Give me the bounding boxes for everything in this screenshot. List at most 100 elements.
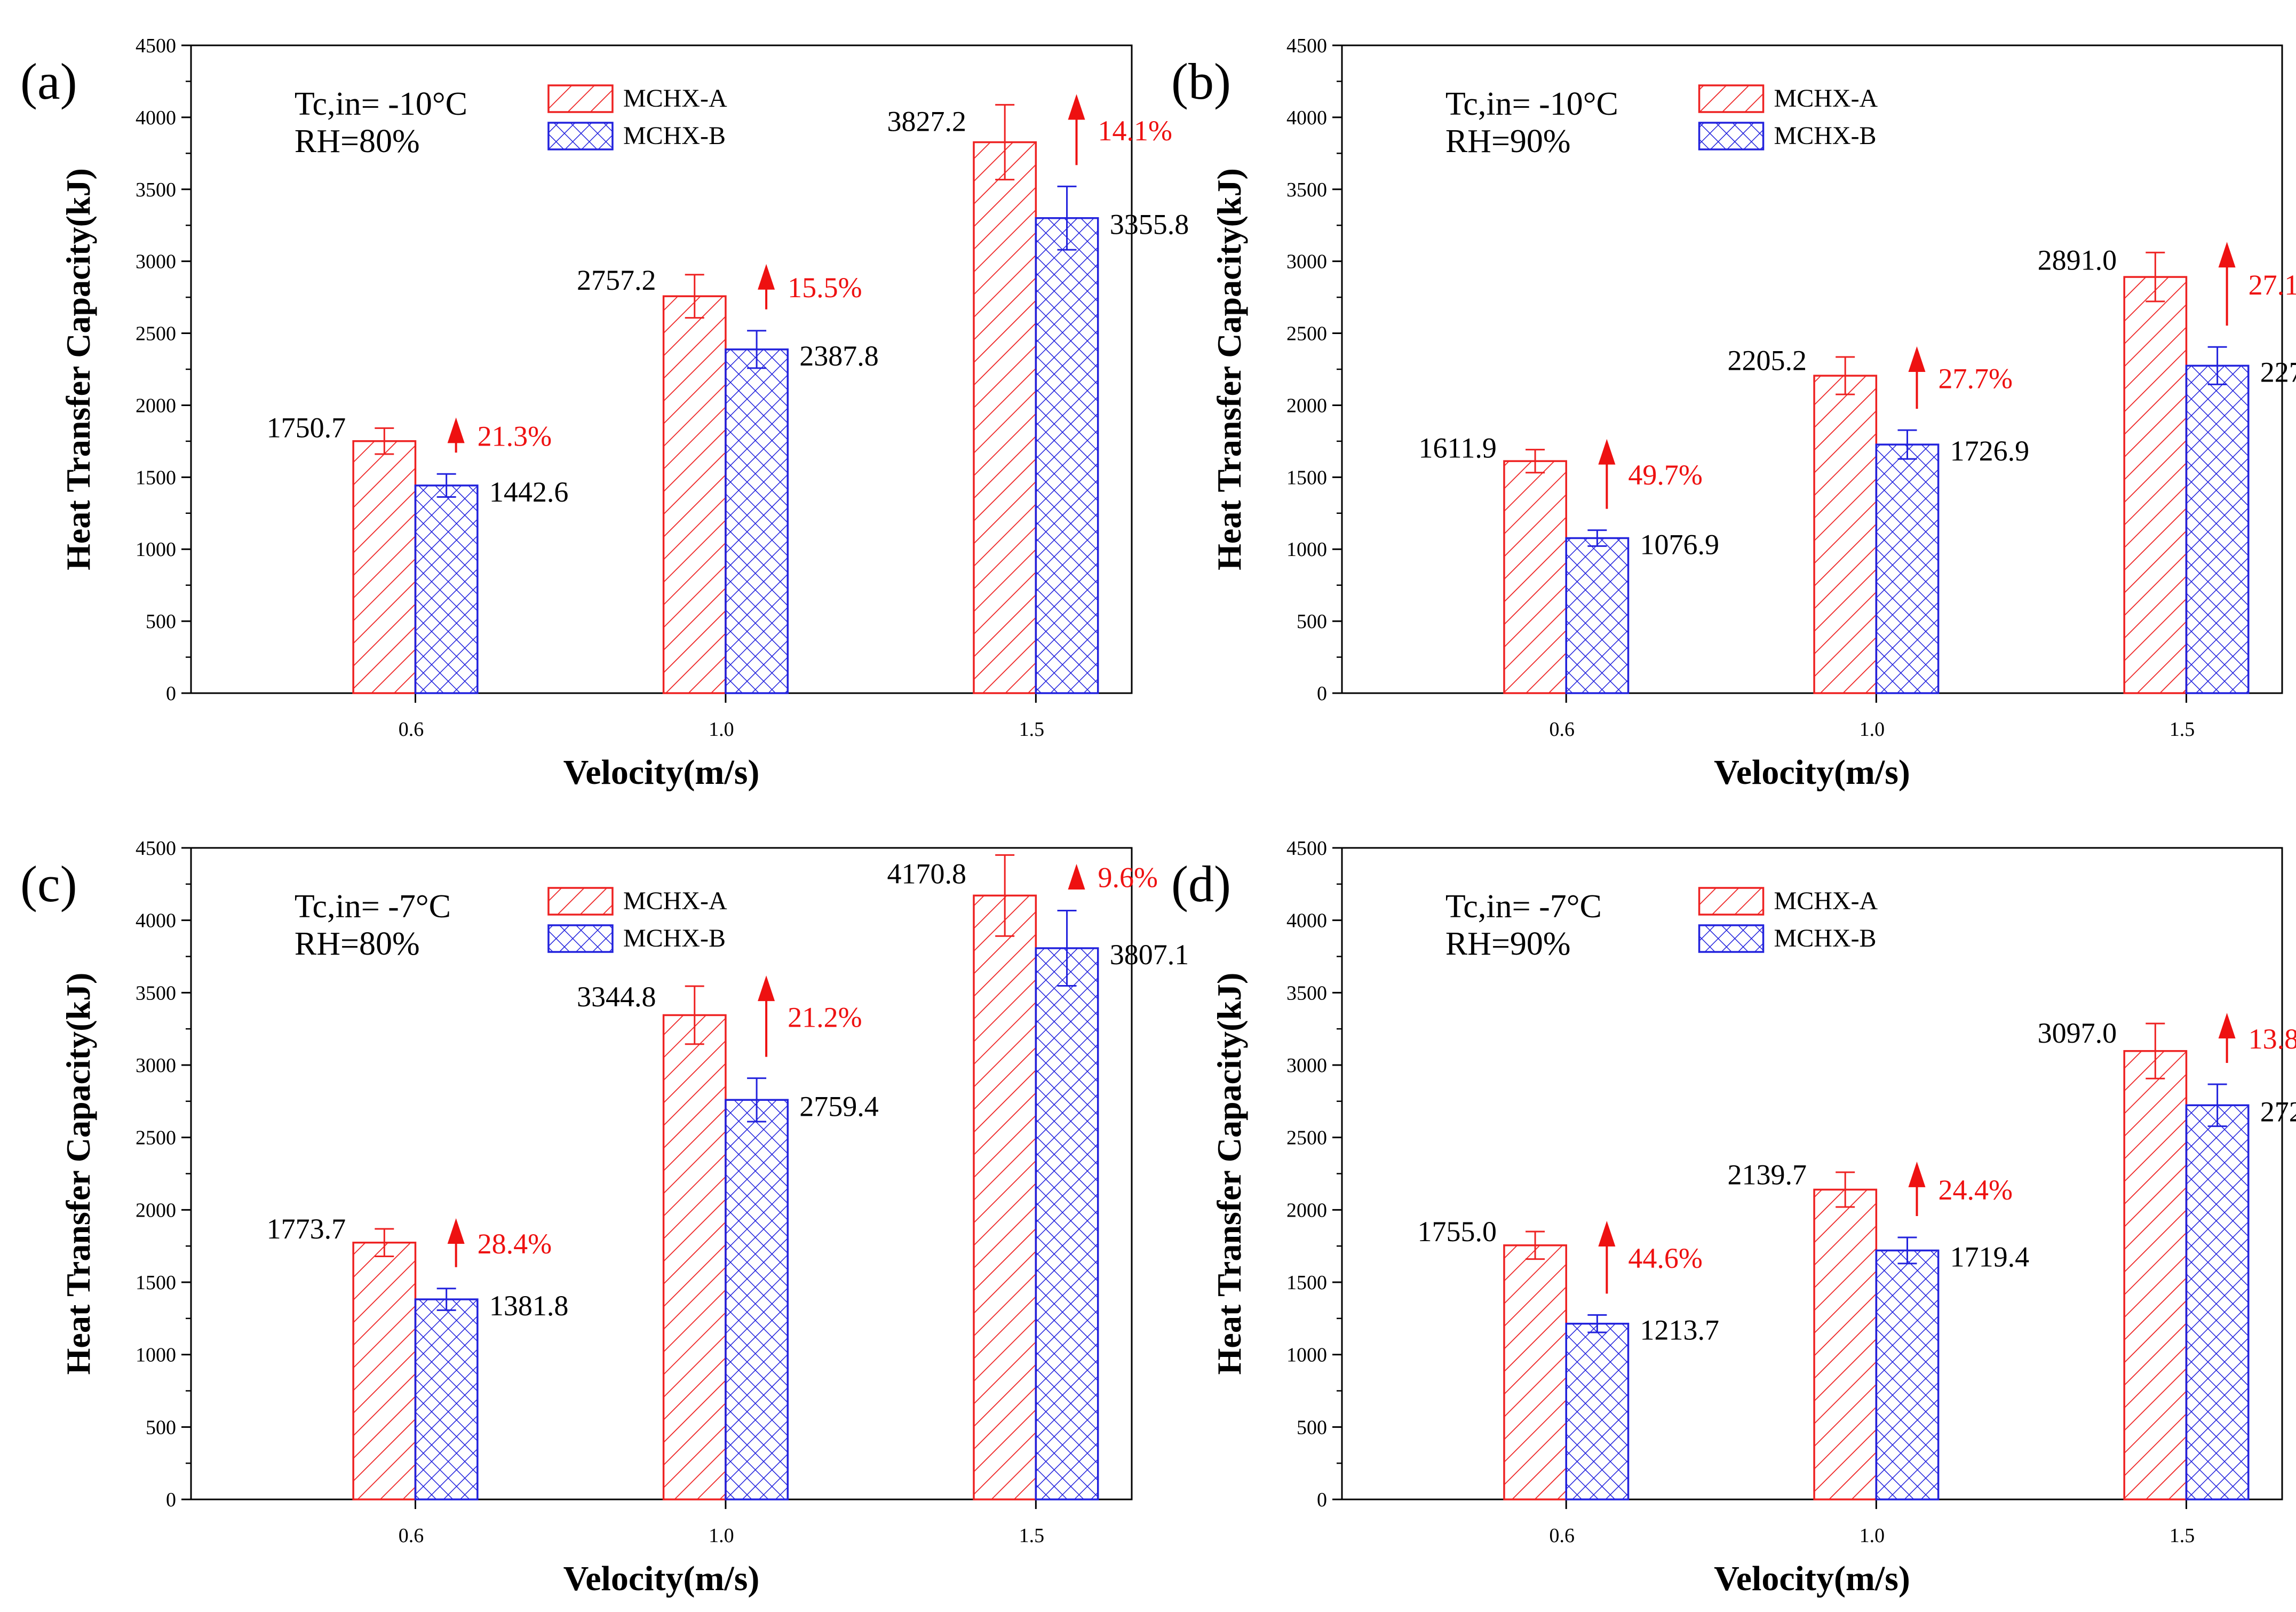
condition-temperature: Tc,in= -10°C [1445, 86, 1618, 122]
legend-label-mchx-a: MCHX-A [1774, 84, 1878, 113]
y-tick-label: 500 [146, 610, 176, 633]
y-tick-label: 2500 [1286, 323, 1327, 345]
y-tick-label: 1500 [136, 1272, 176, 1294]
increase-label: 15.5% [788, 272, 862, 304]
y-tick-label: 3500 [136, 179, 176, 201]
bar-mchx-a-2 [662, 1014, 727, 1500]
y-tick-label: 1000 [136, 1344, 176, 1367]
condition-humidity: RH=90% [1445, 926, 1571, 962]
increase-arrow-head [447, 1218, 465, 1244]
value-label-mchx-a: 3827.2 [887, 105, 966, 137]
condition-humidity: RH=80% [295, 926, 420, 962]
value-label-mchx-b: 2759.4 [799, 1090, 879, 1122]
increase-arrow-head [1598, 439, 1616, 465]
legend-swatch-mchx-a [1698, 84, 1765, 113]
increase-arrow-head [1908, 1161, 1926, 1187]
value-label-mchx-a: 2891.0 [2038, 244, 2117, 276]
bar-mchx-b-2 [1875, 1249, 1940, 1500]
y-tick-label: 4500 [136, 35, 176, 57]
bar-mchx-b-1 [414, 485, 479, 694]
y-axis-label: Heat Transfer Capacity(kJ) [1210, 168, 1248, 570]
value-label-mchx-a: 1755.0 [1417, 1216, 1497, 1248]
legend-swatch-mchx-b [547, 122, 614, 150]
y-tick-label: 4000 [1286, 107, 1327, 129]
chart-panel-1: 0 500 1000 1500 2000 2500 3000 3500 4000 4500 Heat… [20, 35, 1189, 792]
bar-mchx-a-3 [2123, 1050, 2188, 1500]
value-label-mchx-b: 2722.5 [2260, 1095, 2296, 1127]
value-label-mchx-a: 2139.7 [1728, 1159, 1807, 1191]
y-tick-label: 4000 [136, 107, 176, 129]
x-tick-label: 0.6 [399, 1524, 424, 1547]
y-tick-label: 4500 [136, 837, 176, 860]
legend-label-mchx-b: MCHX-B [1774, 924, 1877, 952]
y-tick-label: 4500 [1286, 35, 1327, 57]
value-label-mchx-a: 1611.9 [1418, 432, 1497, 464]
value-label-mchx-a: 1773.7 [267, 1213, 346, 1245]
x-tick-label: 1.0 [1860, 718, 1885, 741]
increase-label: 21.3% [478, 420, 552, 452]
y-tick-label: 1500 [136, 466, 176, 489]
y-tick-label: 2000 [1286, 394, 1327, 417]
y-tick-label: 3000 [136, 1054, 176, 1077]
chart-panel-2: 0 500 1000 1500 2000 2500 3000 3500 4000 4500 Heat… [1171, 35, 2296, 792]
bar-mchx-a-3 [973, 894, 1037, 1500]
value-label-mchx-a: 3344.8 [577, 981, 656, 1013]
legend-label-mchx-b: MCHX-B [623, 122, 726, 150]
y-tick-label: 4500 [1286, 837, 1327, 860]
condition-humidity: RH=90% [1445, 123, 1571, 160]
bar-mchx-a-3 [973, 141, 1037, 694]
bar-mchx-b-3 [1035, 217, 1099, 694]
bar-mchx-b-2 [1875, 443, 1940, 694]
increase-arrow-head [1068, 864, 1085, 890]
bar-mchx-a-1 [1503, 1244, 1567, 1500]
value-label-mchx-a: 1750.7 [267, 411, 346, 443]
chart-panel-3: 0 500 1000 1500 2000 2500 3000 3500 4000 4500 Heat… [20, 837, 1189, 1598]
y-axis-label: Heat Transfer Capacity(kJ) [59, 973, 97, 1375]
bar-mchx-b-1 [1565, 537, 1630, 694]
increase-label: 14.1% [1098, 115, 1172, 147]
increase-arrow-head [2218, 1013, 2236, 1039]
y-tick-label: 500 [146, 1416, 176, 1439]
x-tick-label: 1.0 [709, 1524, 734, 1547]
y-tick-label: 2000 [136, 1199, 176, 1221]
panel-label: (a) [20, 53, 77, 110]
bar-mchx-a-1 [352, 1241, 417, 1500]
increase-arrow-head [1068, 94, 1085, 120]
increase-label: 13.8% [2249, 1023, 2296, 1055]
x-tick-label: 1.0 [709, 718, 734, 741]
x-tick-label: 1.5 [2170, 718, 2195, 741]
y-tick-label: 1000 [1286, 1344, 1327, 1367]
legend-swatch-mchx-a [547, 887, 614, 916]
increase-arrow-head [1908, 346, 1926, 372]
bar-mchx-a-2 [662, 295, 727, 694]
legend-label-mchx-a: MCHX-A [623, 887, 727, 915]
y-tick-label: 4000 [136, 910, 176, 932]
value-label-mchx-b: 1381.8 [489, 1290, 569, 1322]
legend-swatch-mchx-a [1698, 887, 1765, 916]
bar-mchx-a-1 [352, 440, 417, 694]
x-axis-label: Velocity(m/s) [1714, 1559, 1910, 1598]
x-axis-label: Velocity(m/s) [1714, 753, 1910, 792]
y-tick-label: 3000 [136, 251, 176, 273]
legend-swatch-mchx-b [1698, 924, 1765, 953]
y-tick-label: 1500 [1286, 466, 1327, 489]
bar-mchx-b-2 [725, 348, 789, 694]
chart-panel-4: 0 500 1000 1500 2000 2500 3000 3500 4000 4500 Heat… [1171, 837, 2296, 1598]
y-tick-label: 2500 [1286, 1127, 1327, 1149]
value-label-mchx-b: 2274.6 [2260, 356, 2296, 388]
legend-swatch-mchx-b [1698, 122, 1765, 150]
panel-label: (b) [1171, 53, 1231, 110]
x-tick-label: 1.5 [1019, 718, 1045, 741]
y-tick-label: 3500 [136, 982, 176, 1004]
y-tick-label: 3000 [1286, 251, 1327, 273]
value-label-mchx-b: 2387.8 [799, 340, 879, 372]
bar-mchx-a-2 [1813, 1188, 1878, 1500]
increase-arrow-head [1598, 1221, 1616, 1247]
bar-mchx-a-3 [2123, 276, 2188, 694]
y-tick-label: 0 [1317, 682, 1327, 705]
increase-label: 28.4% [478, 1228, 552, 1260]
increase-arrow-head [758, 975, 775, 1002]
y-tick-label: 0 [166, 1489, 176, 1511]
value-label-mchx-b: 1442.6 [489, 476, 569, 508]
